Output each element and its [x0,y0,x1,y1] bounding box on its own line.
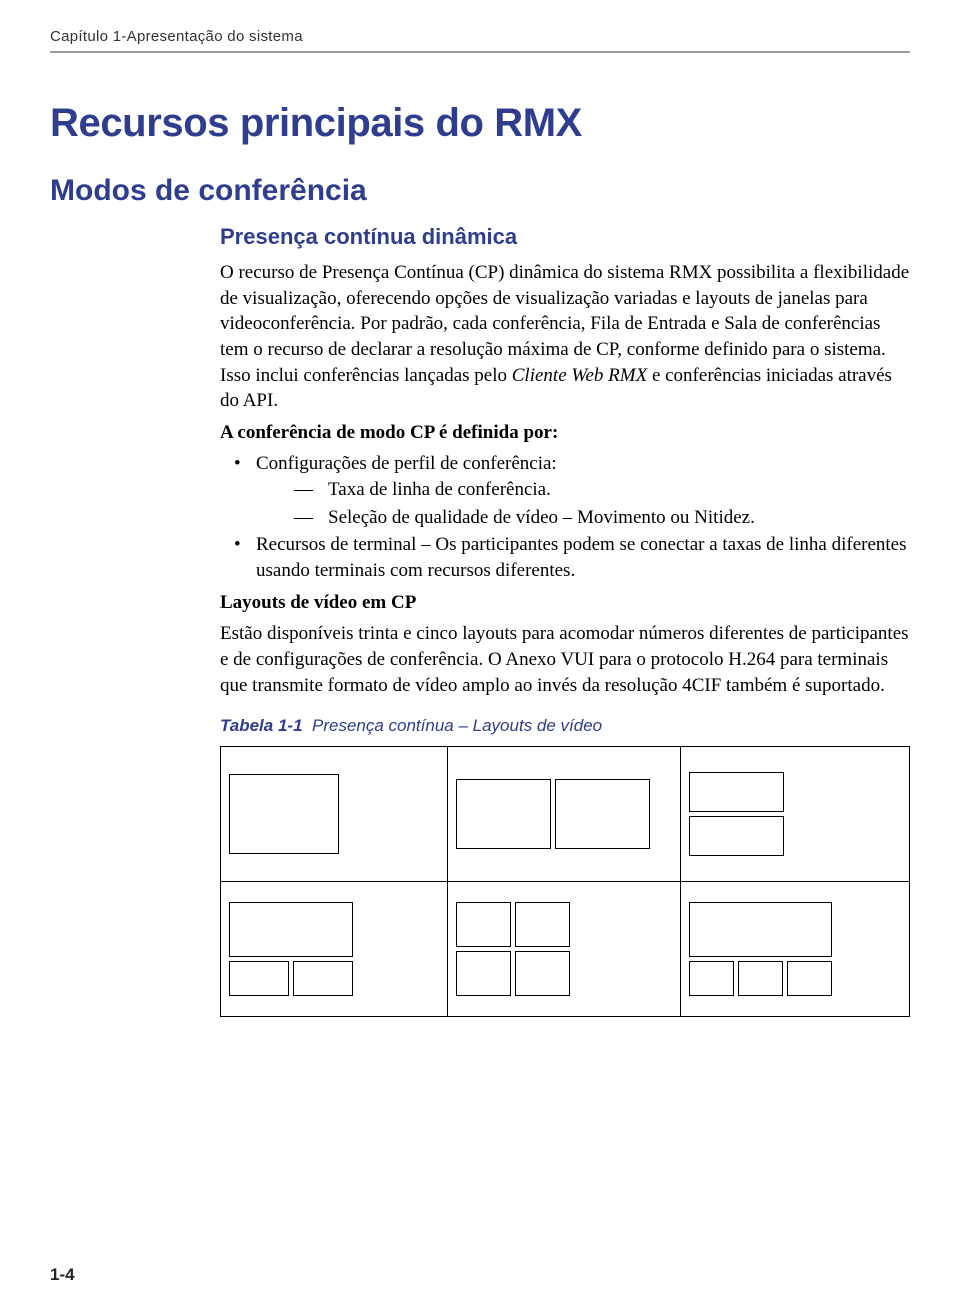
table-caption-title: Presença contínua – Layouts de vídeo [312,716,602,735]
heading-2: Modos de conferência [50,174,910,208]
layout-cell-1plus3 [681,882,910,1017]
bullet-item-1-text: Configurações de perfil de conferência: [256,453,557,474]
layout-pane [689,816,784,856]
layout-pane [689,902,832,957]
table-row [221,747,910,882]
layout-thumb-1x2 [456,779,672,849]
layout-thumb-1plus3 [689,902,901,996]
layout-pane [293,961,353,996]
layout-pane [456,779,551,849]
layout-cell-1plus2 [221,882,448,1017]
layout-thumb-1plus2 [229,902,439,996]
paragraph-layouts: Estão disponíveis trinta e cinco layouts… [220,621,910,698]
layout-pane [515,951,570,996]
layout-pane [555,779,650,849]
video-layouts-table [220,746,910,1017]
table-caption-label: Tabela 1-1 [220,716,303,735]
layout-pane [738,961,783,996]
layout-thumb-1x1 [229,774,439,854]
paragraph-intro-em: Cliente Web RMX [512,365,647,386]
running-head: Capítulo 1-Apresentação do sistema [50,28,910,45]
layout-cell-1x1 [221,747,448,882]
layout-pane [456,902,511,947]
heading-3: Presença contínua dinâmica [220,224,910,250]
layout-cell-2x1 [681,747,910,882]
body-text: O recurso de Presença Contínua (CP) dinâ… [220,260,910,698]
layout-pane [229,774,339,854]
layout-pane [689,772,784,812]
layout-cell-2x2 [448,882,681,1017]
table-caption: Tabela 1-1 Presença contínua – Layouts d… [220,716,910,736]
definition-line: A conferência de modo CP é definida por: [220,420,910,446]
layout-pane [515,902,570,947]
layout-pane [689,961,734,996]
layout-thumb-2x2 [456,902,672,996]
layout-cell-1x2 [448,747,681,882]
dash-item-2: Seleção de qualidade de vídeo – Moviment… [256,505,910,531]
page-number: 1-4 [50,1265,75,1285]
layout-pane [229,961,289,996]
sub-heading-bold: Layouts de vídeo em CP [220,590,910,616]
dash-item-1: Taxa de linha de conferência. [256,477,910,503]
dash-list: Taxa de linha de conferência. Seleção de… [256,477,910,530]
header-rule [50,51,910,53]
layout-pane [456,951,511,996]
layout-pane [229,902,353,957]
layout-thumb-2x1 [689,772,901,856]
layout-pane [787,961,832,996]
paragraph-intro: O recurso de Presença Contínua (CP) dinâ… [220,260,910,414]
heading-1: Recursos principais do RMX [50,101,910,146]
bullet-list: Configurações de perfil de conferência: … [220,451,910,583]
bullet-item-1: Configurações de perfil de conferência: … [220,451,910,530]
page: Capítulo 1-Apresentação do sistema Recur… [0,0,960,1309]
bullet-item-2: Recursos de terminal – Os participantes … [220,532,910,583]
table-row [221,882,910,1017]
